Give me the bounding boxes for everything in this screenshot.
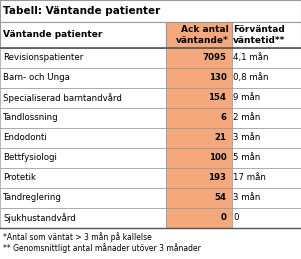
Bar xyxy=(166,68,232,88)
Bar xyxy=(0,48,166,68)
Bar xyxy=(0,88,166,108)
Bar xyxy=(166,168,232,188)
Bar xyxy=(0,188,166,208)
Text: 0: 0 xyxy=(221,213,226,222)
Text: 4,1 mån: 4,1 mån xyxy=(233,53,269,62)
Text: Barn- och Unga: Barn- och Unga xyxy=(3,73,70,82)
Bar xyxy=(166,128,232,148)
Text: 17 mån: 17 mån xyxy=(233,174,266,182)
Bar xyxy=(166,88,232,108)
Bar xyxy=(232,88,301,108)
Text: Specialiserad barntandvård: Specialiserad barntandvård xyxy=(3,93,122,103)
Text: 5 mån: 5 mån xyxy=(233,153,261,162)
Text: Väntande patienter: Väntande patienter xyxy=(3,31,102,39)
Text: Protetik: Protetik xyxy=(3,174,36,182)
Bar xyxy=(0,68,166,88)
Text: 7095: 7095 xyxy=(203,53,226,62)
Text: 21: 21 xyxy=(215,133,226,142)
Text: 3 mån: 3 mån xyxy=(233,133,261,142)
Bar xyxy=(0,108,166,128)
Text: 6: 6 xyxy=(220,113,226,123)
Text: 9 mån: 9 mån xyxy=(233,93,261,102)
Bar xyxy=(166,22,232,48)
Bar xyxy=(232,148,301,168)
Text: Revisionspatienter: Revisionspatienter xyxy=(3,53,83,62)
Text: 193: 193 xyxy=(209,174,226,182)
Text: *Antal som väntat > 3 mån på kallelse: *Antal som väntat > 3 mån på kallelse xyxy=(3,232,152,242)
Text: 100: 100 xyxy=(209,153,226,162)
Bar xyxy=(0,168,166,188)
Bar xyxy=(232,68,301,88)
Text: 2 mån: 2 mån xyxy=(233,113,261,123)
Bar xyxy=(166,108,232,128)
Text: 54: 54 xyxy=(215,193,226,203)
Text: Sjukhustandvård: Sjukhustandvård xyxy=(3,213,76,223)
Bar xyxy=(232,48,301,68)
Bar xyxy=(166,48,232,68)
Bar xyxy=(232,168,301,188)
Bar xyxy=(0,0,301,22)
Text: 130: 130 xyxy=(209,73,226,82)
Text: Tandreglering: Tandreglering xyxy=(3,193,62,203)
Text: 0,8 mån: 0,8 mån xyxy=(233,73,269,82)
Text: Tandlossning: Tandlossning xyxy=(3,113,59,123)
Text: Endodonti: Endodonti xyxy=(3,133,47,142)
Text: 0: 0 xyxy=(233,213,239,222)
Text: 3 mån: 3 mån xyxy=(233,193,261,203)
Bar xyxy=(0,208,166,228)
Bar xyxy=(166,148,232,168)
Text: Förväntad
väntetid**: Förväntad väntetid** xyxy=(233,25,286,45)
Bar xyxy=(0,22,166,48)
Bar xyxy=(166,208,232,228)
Bar xyxy=(232,188,301,208)
Text: Tabell: Väntande patienter: Tabell: Väntande patienter xyxy=(3,6,160,16)
Text: Ack antal
väntande*: Ack antal väntande* xyxy=(176,25,228,45)
Bar xyxy=(166,188,232,208)
Bar xyxy=(232,128,301,148)
Bar xyxy=(0,148,166,168)
Text: Bettfysiologi: Bettfysiologi xyxy=(3,153,57,162)
Bar xyxy=(0,128,166,148)
Bar xyxy=(232,22,301,48)
Bar xyxy=(232,208,301,228)
Text: ** Genomsnittligt antal månader utöver 3 månader: ** Genomsnittligt antal månader utöver 3… xyxy=(3,243,201,253)
Bar xyxy=(232,108,301,128)
Text: 154: 154 xyxy=(209,93,226,102)
